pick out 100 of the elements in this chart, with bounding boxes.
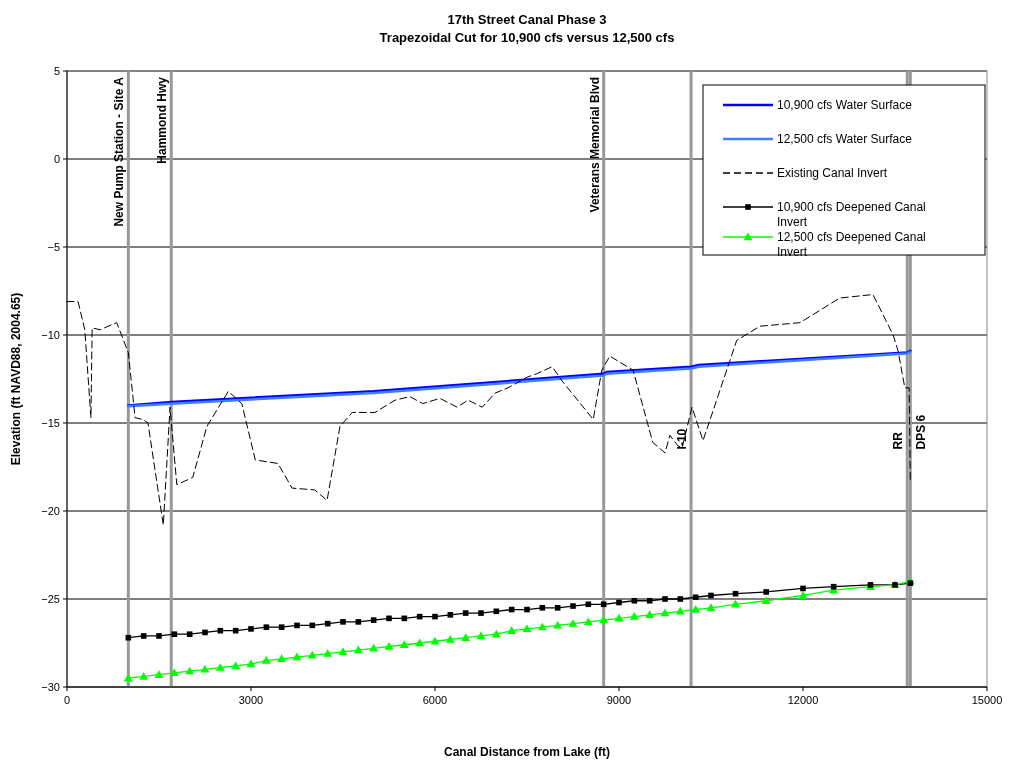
y-tick-label: −25 (41, 593, 60, 605)
ref-line-label: New Pump Station - Site A (112, 76, 127, 227)
point (215, 663, 225, 671)
point (675, 606, 685, 615)
point (524, 606, 530, 613)
point (292, 652, 302, 661)
point (585, 601, 592, 608)
ref-line-label: Hammond Hwy (155, 76, 170, 164)
point (553, 620, 563, 629)
point (583, 617, 593, 626)
point (600, 601, 607, 608)
point (340, 619, 346, 625)
point (355, 619, 362, 625)
point (476, 631, 486, 640)
ref-line-label: Veterans Memorial Blvd (587, 77, 602, 213)
point (554, 605, 561, 611)
point (278, 624, 285, 630)
point (478, 610, 484, 616)
point (248, 626, 254, 632)
point (537, 622, 547, 631)
point (761, 596, 771, 604)
point (629, 612, 639, 620)
point (692, 594, 699, 601)
point (708, 592, 714, 599)
x-tick-label: 12000 (787, 694, 819, 706)
point (169, 668, 179, 677)
point (660, 608, 670, 617)
chart-subtitle: Trapezoidal Cut for 10,900 cfs versus 12,500 cfs (379, 30, 675, 45)
point (507, 626, 517, 634)
y-tick-label: −30 (41, 681, 60, 693)
point (662, 596, 668, 602)
point (798, 590, 808, 599)
point (186, 631, 193, 637)
point (202, 629, 208, 636)
y-tick-label: 0 (53, 153, 60, 165)
legend-label: 10,900 cfs Deepened Canal Invert (777, 200, 926, 229)
point (294, 622, 300, 629)
point (200, 664, 210, 673)
x-tick-label: 6000 (422, 694, 448, 706)
point (539, 605, 546, 611)
point (307, 650, 317, 659)
point (706, 603, 716, 611)
chart-title: 17th Street Canal Phase 3 (447, 12, 607, 27)
legend-label: Existing Canal Invert (777, 166, 888, 180)
legend-label: 10,900 cfs Water Surface (777, 98, 913, 112)
point (139, 671, 149, 680)
point (263, 624, 270, 630)
point (599, 615, 609, 624)
point (323, 649, 333, 657)
point (171, 631, 178, 637)
ref-line-label: DPS 6 (914, 414, 929, 450)
point (691, 605, 701, 613)
point (277, 654, 287, 663)
point (646, 597, 653, 604)
point (461, 633, 471, 641)
point (763, 589, 769, 595)
x-tick-label: 3000 (238, 694, 264, 706)
point (522, 624, 532, 633)
point (231, 661, 241, 670)
y-tick-label: −5 (47, 241, 60, 253)
y-tick-label: −10 (41, 329, 60, 341)
point (907, 580, 914, 586)
y-axis-title: Elevation (ft NAVD88, 2004.65) (9, 292, 23, 466)
point (370, 617, 377, 623)
x-axis-title: Canal Distance from Lake (ft) (443, 745, 611, 759)
ref-line-label: I-10 (675, 428, 690, 450)
point (386, 615, 392, 622)
point (353, 645, 363, 654)
point (800, 585, 806, 592)
point (570, 603, 576, 609)
legend-label: 12,500 cfs Deepened Canal Invert (777, 230, 926, 259)
point (614, 613, 624, 622)
point (677, 596, 684, 602)
x-tick-label: 15000 (971, 694, 1003, 706)
point (445, 634, 455, 643)
point (631, 597, 638, 604)
point (261, 656, 271, 664)
y-tick-label: −20 (41, 505, 60, 517)
y-tick-label: −15 (41, 417, 60, 429)
point (246, 659, 256, 668)
point (384, 642, 394, 650)
y-tick-label: 5 (53, 65, 60, 77)
point (462, 610, 469, 616)
point (140, 633, 147, 639)
point (447, 612, 454, 618)
point (732, 590, 739, 597)
x-tick-label: 0 (63, 694, 71, 706)
point (568, 619, 578, 627)
point (645, 610, 655, 619)
point (154, 670, 164, 678)
point (338, 647, 348, 655)
point (432, 613, 438, 620)
point (616, 599, 622, 606)
legend-label: 12,500 cfs Water Surface (777, 132, 913, 146)
point (415, 638, 425, 647)
point (399, 640, 409, 648)
ref-line-label: RR (891, 431, 906, 450)
x-tick-label: 9000 (606, 694, 632, 706)
point (156, 633, 162, 639)
point (125, 634, 132, 641)
